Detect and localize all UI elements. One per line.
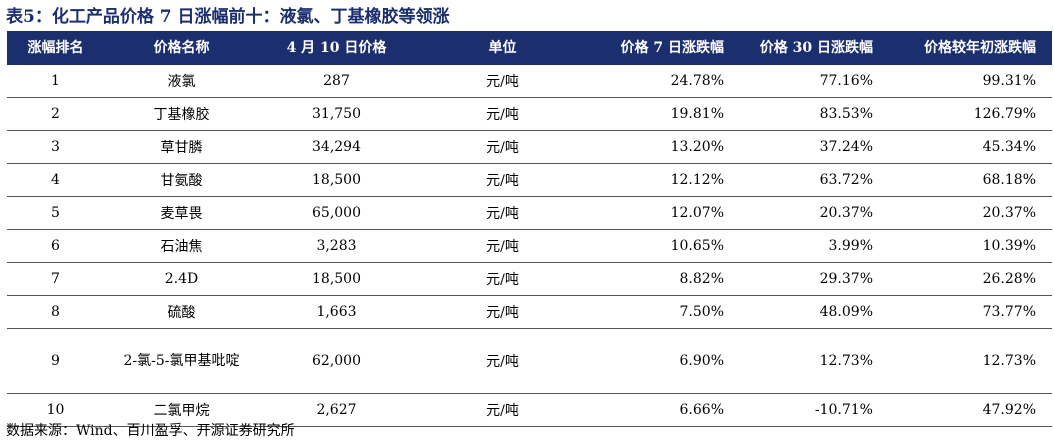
cell-rank: 3 [7, 130, 104, 164]
cell-unit: 元/吨 [414, 328, 591, 394]
cell-chg30: 37.24% [740, 130, 889, 164]
cell-price: 65,000 [259, 196, 414, 230]
cell-unit: 元/吨 [414, 130, 591, 164]
cell-ytd: 47.92% [889, 393, 1052, 427]
header-name: 价格名称 [104, 31, 259, 64]
cell-rank: 4 [7, 163, 104, 197]
cell-price: 18,500 [259, 163, 414, 197]
cell-ytd: 99.31% [889, 64, 1052, 98]
cell-chg30: 77.16% [740, 64, 889, 98]
cell-price: 62,000 [259, 328, 414, 394]
cell-rank: 1 [7, 64, 104, 98]
table-row: 10 二氯甲烷 2,627 元/吨 6.66% -10.71% 47.92% [7, 393, 1052, 427]
header-unit: 单位 [414, 31, 591, 64]
cell-chg7: 19.81% [591, 97, 740, 131]
table-row: 8 硫酸 1,663 元/吨 7.50% 48.09% 73.77% [7, 295, 1052, 329]
cell-unit: 元/吨 [414, 393, 591, 427]
cell-chg30: 48.09% [740, 295, 889, 329]
cell-ytd: 73.77% [889, 295, 1052, 329]
cell-ytd: 10.39% [889, 229, 1052, 263]
table-row: 5 麦草畏 65,000 元/吨 12.07% 20.37% 20.37% [7, 196, 1052, 230]
cell-rank: 6 [7, 229, 104, 263]
header-chg30: 价格 30 日涨跌幅 [740, 31, 889, 64]
cell-name: 二氯甲烷 [104, 393, 259, 427]
cell-ytd: 45.34% [889, 130, 1052, 164]
cell-unit: 元/吨 [414, 163, 591, 197]
cell-unit: 元/吨 [414, 262, 591, 296]
cell-name-text: 2-氯-5-氯甲基吡啶 [123, 353, 240, 369]
cell-ytd: 68.18% [889, 163, 1052, 197]
cell-rank: 2 [7, 97, 104, 131]
cell-name: 石油焦 [104, 229, 259, 263]
cell-rank: 10 [7, 393, 104, 427]
cell-chg7: 24.78% [591, 64, 740, 98]
cell-name: 麦草畏 [104, 196, 259, 230]
cell-chg7: 7.50% [591, 295, 740, 329]
cell-ytd: 126.79% [889, 97, 1052, 131]
cell-unit: 元/吨 [414, 97, 591, 131]
cell-ytd: 26.28% [889, 262, 1052, 296]
cell-name: 甘氨酸 [104, 163, 259, 197]
header-chg7: 价格 7 日涨跌幅 [591, 31, 740, 64]
header-rank: 涨幅排名 [7, 31, 104, 64]
cell-chg30: 83.53% [740, 97, 889, 131]
table-row: 6 石油焦 3,283 元/吨 10.65% 3.99% 10.39% [7, 229, 1052, 263]
cell-chg30: 63.72% [740, 163, 889, 197]
cell-price: 3,283 [259, 229, 414, 263]
cell-price: 31,750 [259, 97, 414, 131]
cell-unit: 元/吨 [414, 295, 591, 329]
price-change-table: 涨幅排名 价格名称 4 月 10 日价格 单位 价格 7 日涨跌幅 价格 30 … [7, 31, 1052, 427]
cell-ytd: 12.73% [889, 328, 1052, 394]
cell-rank: 9 [7, 328, 104, 394]
cell-name: 液氯 [104, 64, 259, 98]
cell-chg7: 8.82% [591, 262, 740, 296]
cell-rank: 8 [7, 295, 104, 329]
cell-unit: 元/吨 [414, 64, 591, 98]
cell-chg30: 29.37% [740, 262, 889, 296]
table-row: 3 草甘膦 34,294 元/吨 13.20% 37.24% 45.34% [7, 130, 1052, 164]
table-header-row: 涨幅排名 价格名称 4 月 10 日价格 单位 价格 7 日涨跌幅 价格 30 … [7, 31, 1052, 64]
cell-chg30: 12.73% [740, 328, 889, 394]
cell-chg7: 12.12% [591, 163, 740, 197]
cell-price: 18,500 [259, 262, 414, 296]
cell-name: 硫酸 [104, 295, 259, 329]
table-row: 9 2-氯-5-氯甲基吡啶 62,000 元/吨 6.90% 12.73% 12… [7, 328, 1052, 394]
table-row: 7 2.4D 18,500 元/吨 8.82% 29.37% 26.28% [7, 262, 1052, 296]
table-row: 4 甘氨酸 18,500 元/吨 12.12% 63.72% 68.18% [7, 163, 1052, 197]
table-row: 2 丁基橡胶 31,750 元/吨 19.81% 83.53% 126.79% [7, 97, 1052, 131]
cell-price: 34,294 [259, 130, 414, 164]
cell-rank: 5 [7, 196, 104, 230]
cell-chg7: 13.20% [591, 130, 740, 164]
cell-chg7: 6.90% [591, 328, 740, 394]
cell-chg7: 6.66% [591, 393, 740, 427]
cell-rank: 7 [7, 262, 104, 296]
cell-price: 1,663 [259, 295, 414, 329]
cell-chg30: -10.71% [740, 393, 889, 427]
table-title: 表5：化工产品价格 7 日涨幅前十：液氯、丁基橡胶等领涨 [6, 7, 450, 27]
cell-ytd: 20.37% [889, 196, 1052, 230]
cell-name: 丁基橡胶 [104, 97, 259, 131]
cell-chg30: 3.99% [740, 229, 889, 263]
cell-chg7: 12.07% [591, 196, 740, 230]
header-price: 4 月 10 日价格 [259, 31, 414, 64]
cell-chg7: 10.65% [591, 229, 740, 263]
cell-unit: 元/吨 [414, 196, 591, 230]
cell-chg30: 20.37% [740, 196, 889, 230]
cell-price: 287 [259, 64, 414, 98]
cell-price: 2,627 [259, 393, 414, 427]
table-row: 1 液氯 287 元/吨 24.78% 77.16% 99.31% [7, 64, 1052, 98]
header-ytd: 价格较年初涨跌幅 [889, 31, 1052, 64]
data-source-note: 数据来源：Wind、百川盈孚、开源证券研究所 [6, 423, 295, 439]
cell-unit: 元/吨 [414, 229, 591, 263]
cell-name: 2-氯-5-氯甲基吡啶 [104, 328, 259, 394]
cell-name: 2.4D [104, 262, 259, 296]
cell-name: 草甘膦 [104, 130, 259, 164]
